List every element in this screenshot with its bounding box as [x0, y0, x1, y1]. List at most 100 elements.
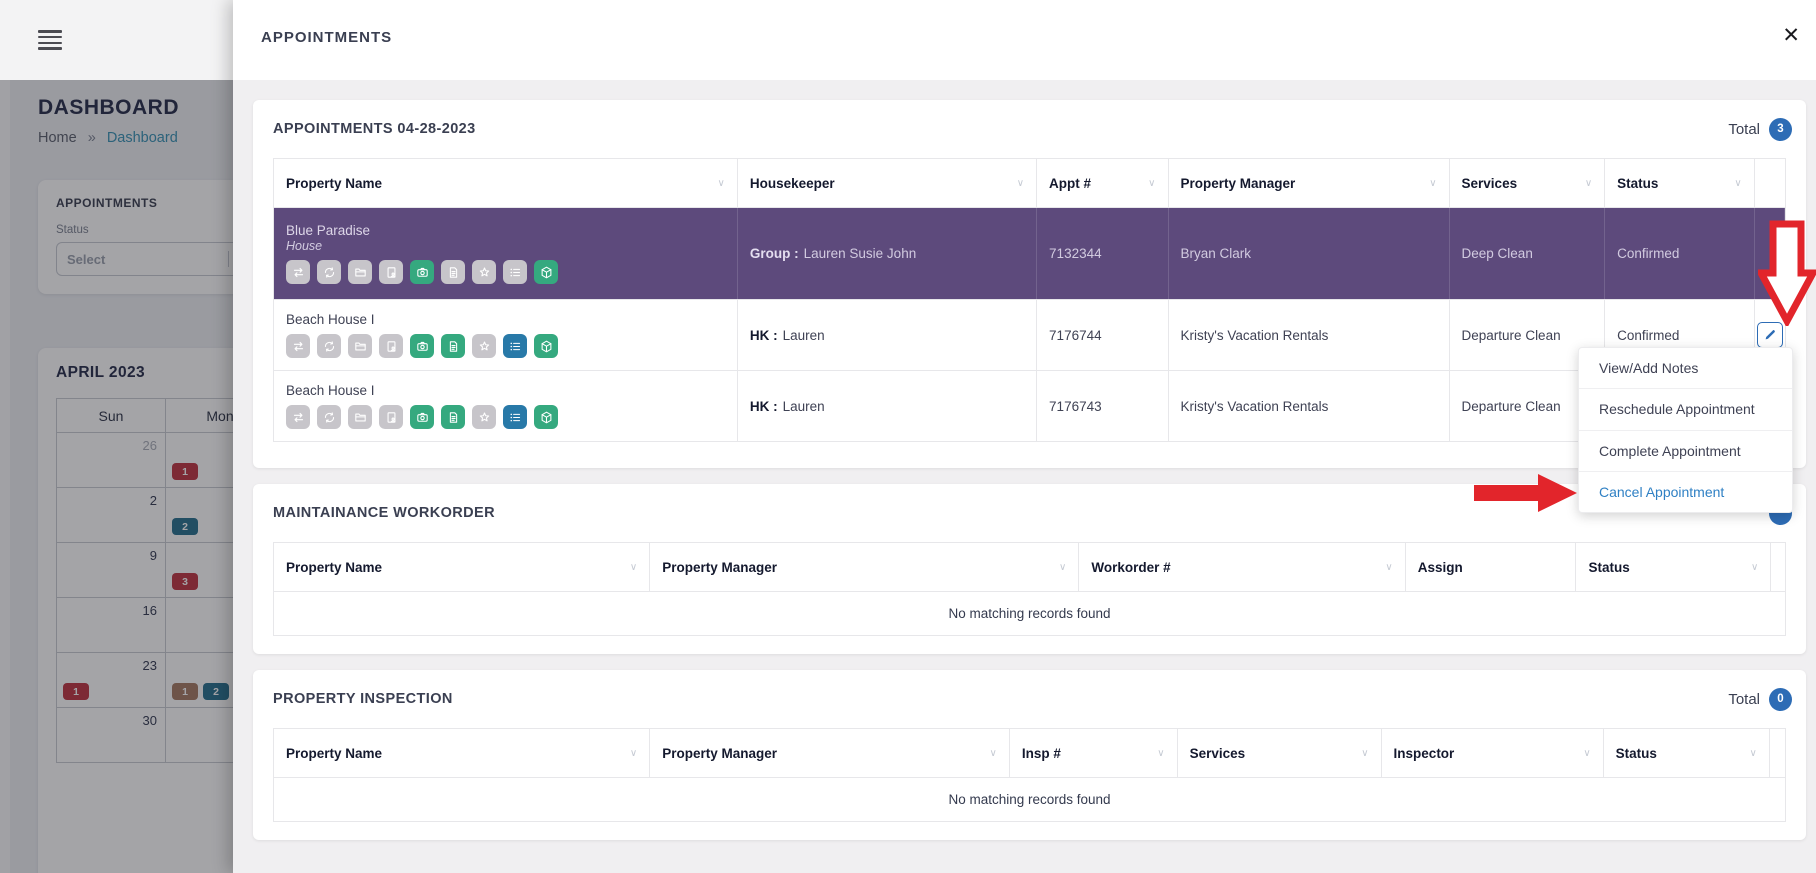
- column-header-status[interactable]: Status ∨: [1576, 543, 1772, 591]
- column-header-status[interactable]: Status ∨: [1605, 159, 1755, 207]
- calendar-cell-26[interactable]: 26: [57, 433, 166, 488]
- column-header-property-name[interactable]: Property Name ∨: [274, 543, 651, 591]
- chevron-down-icon: ∨: [227, 251, 233, 267]
- camera-icon[interactable]: [410, 405, 434, 429]
- sync-icon[interactable]: [317, 334, 341, 358]
- table-row-blue-paradise[interactable]: Blue Paradise House Group : Lauren Susie …: [274, 207, 1785, 299]
- column-header-inspector[interactable]: Inspector ∨: [1382, 729, 1604, 777]
- column-header-assign[interactable]: Assign: [1406, 543, 1577, 591]
- property-type: House: [286, 239, 323, 253]
- appointments-total-badge: 3: [1769, 117, 1792, 141]
- menu-item-complete-appointment[interactable]: Complete Appointment: [1579, 431, 1792, 472]
- calendar-cell-17[interactable]: 17: [166, 598, 233, 653]
- breadcrumb-home[interactable]: Home: [38, 130, 77, 146]
- edit-appointment-button[interactable]: [1756, 322, 1783, 348]
- row-action-icons: [286, 260, 558, 284]
- status-select[interactable]: Select ∨: [56, 242, 233, 276]
- cube-icon[interactable]: [534, 405, 558, 429]
- column-header-services[interactable]: Services ∨: [1450, 159, 1606, 207]
- calendar-cell-10[interactable]: 103: [166, 543, 233, 598]
- report-icon[interactable]: [379, 405, 403, 429]
- column-header-insp[interactable]: Insp # ∨: [1010, 729, 1178, 777]
- report-icon[interactable]: [379, 260, 403, 284]
- modal-header: APPOINTMENTS ✕: [233, 0, 1816, 80]
- file-icon[interactable]: [441, 260, 465, 284]
- workorder-panel: MAINTAINANCE WORKORDER Property Name ∨ Pro…: [253, 484, 1806, 654]
- services: Departure Clean: [1450, 300, 1606, 370]
- report-icon[interactable]: [379, 334, 403, 358]
- column-header-property-name[interactable]: Property Name ∨: [274, 159, 738, 207]
- property-name: Beach House I: [286, 383, 375, 398]
- swap-icon[interactable]: [286, 405, 310, 429]
- swap-icon[interactable]: [286, 334, 310, 358]
- column-header-appt[interactable]: Appt # ∨: [1037, 159, 1169, 207]
- calendar-card: APRIL 2023 SunMon26271232910316172312412…: [38, 348, 233, 873]
- filter-card-title: APPOINTMENTS: [56, 196, 158, 210]
- breadcrumb-current[interactable]: Dashboard: [106, 130, 178, 146]
- table-row-beach-house-1[interactable]: Beach House I HK : Lauren 7176744 Kristy'…: [274, 299, 1785, 370]
- cube-icon[interactable]: [534, 334, 558, 358]
- file-icon[interactable]: [441, 334, 465, 358]
- calendar-cell-2[interactable]: 2: [57, 488, 166, 543]
- calendar-cell-9[interactable]: 9: [57, 543, 166, 598]
- folder-icon[interactable]: [348, 334, 372, 358]
- modal-backdrop[interactable]: [0, 80, 233, 873]
- workorder-panel-title: MAINTAINANCE WORKORDER: [273, 505, 495, 521]
- column-header-status[interactable]: Status ∨: [1604, 729, 1770, 777]
- column-header-blank: [1771, 543, 1785, 591]
- sync-icon[interactable]: [317, 405, 341, 429]
- menu-icon[interactable]: [38, 30, 62, 53]
- sort-chevron-icon: ∨: [717, 177, 725, 189]
- calendar-cell-27[interactable]: 271: [166, 433, 233, 488]
- column-header-property-manager[interactable]: Property Manager ∨: [650, 543, 1080, 591]
- column-header-property-name[interactable]: Property Name ∨: [274, 729, 651, 777]
- calendar-cell-3[interactable]: 32: [166, 488, 233, 543]
- calendar-cell-30[interactable]: 30: [57, 708, 166, 763]
- column-header-property-manager[interactable]: Property Manager ∨: [1169, 159, 1450, 207]
- star-icon[interactable]: [472, 334, 496, 358]
- column-header-workorder[interactable]: Workorder # ∨: [1079, 543, 1406, 591]
- menu-item-view-add-notes[interactable]: View/Add Notes: [1579, 348, 1792, 390]
- star-icon[interactable]: [472, 405, 496, 429]
- column-header-property-manager[interactable]: Property Manager ∨: [650, 729, 1010, 777]
- file-icon[interactable]: [441, 405, 465, 429]
- sort-chevron-icon: ∨: [629, 747, 638, 759]
- inspection-table: Property Name ∨ Property Manager ∨ Insp # ∨ Se…: [273, 728, 1786, 822]
- folder-icon[interactable]: [348, 260, 372, 284]
- star-icon[interactable]: [472, 260, 496, 284]
- background-dashboard: DASHBOARD Home » Dashboard APPOINTMENTS …: [0, 0, 233, 873]
- menu-item-cancel-appointment[interactable]: Cancel Appointment: [1599, 483, 1725, 500]
- property-manager: Kristy's Vacation Rentals: [1169, 300, 1450, 370]
- calendar-cell-16[interactable]: 16: [57, 598, 166, 653]
- calendar-cell-1[interactable]: 1: [166, 708, 233, 763]
- sort-chevron-icon: ∨: [1059, 561, 1067, 573]
- calendar-count-badge: 1: [172, 683, 198, 700]
- sort-chevron-icon: ∨: [1016, 177, 1025, 189]
- breadcrumb-separator: »: [87, 130, 96, 146]
- housekeeper-value: Lauren: [782, 398, 825, 414]
- swap-icon[interactable]: [286, 260, 310, 284]
- column-header-housekeeper[interactable]: Housekeeper ∨: [738, 159, 1038, 207]
- appointments-modal: APPOINTMENTS ✕ APPOINTMENTS 04-28-2023 T…: [233, 0, 1816, 873]
- inspection-total-badge: 0: [1769, 687, 1792, 711]
- calendar-count-badge: 1: [172, 463, 198, 480]
- camera-icon[interactable]: [410, 260, 434, 284]
- cube-icon[interactable]: [534, 260, 558, 284]
- close-icon[interactable]: ✕: [1782, 24, 1800, 47]
- inspection-panel: PROPERTY INSPECTION Total 0 Property Nam…: [253, 670, 1806, 840]
- sort-chevron-icon: ∨: [1749, 747, 1757, 759]
- camera-icon[interactable]: [410, 334, 434, 358]
- menu-item-reschedule-appointment[interactable]: Reschedule Appointment: [1579, 389, 1792, 431]
- list-icon[interactable]: [503, 334, 527, 358]
- calendar-title: APRIL 2023: [56, 364, 146, 381]
- sort-chevron-icon: ∨: [1385, 561, 1393, 573]
- list-icon[interactable]: [503, 405, 527, 429]
- calendar-cell-23[interactable]: 23 1: [57, 653, 166, 708]
- table-row-beach-house-2[interactable]: Beach House I HK : Lauren 7176743 Kristy'…: [274, 370, 1785, 441]
- sync-icon[interactable]: [317, 260, 341, 284]
- calendar-cell-24[interactable]: 2412: [166, 653, 233, 708]
- list-icon[interactable]: [503, 260, 527, 284]
- folder-icon[interactable]: [348, 405, 372, 429]
- column-header-services[interactable]: Services ∨: [1178, 729, 1382, 777]
